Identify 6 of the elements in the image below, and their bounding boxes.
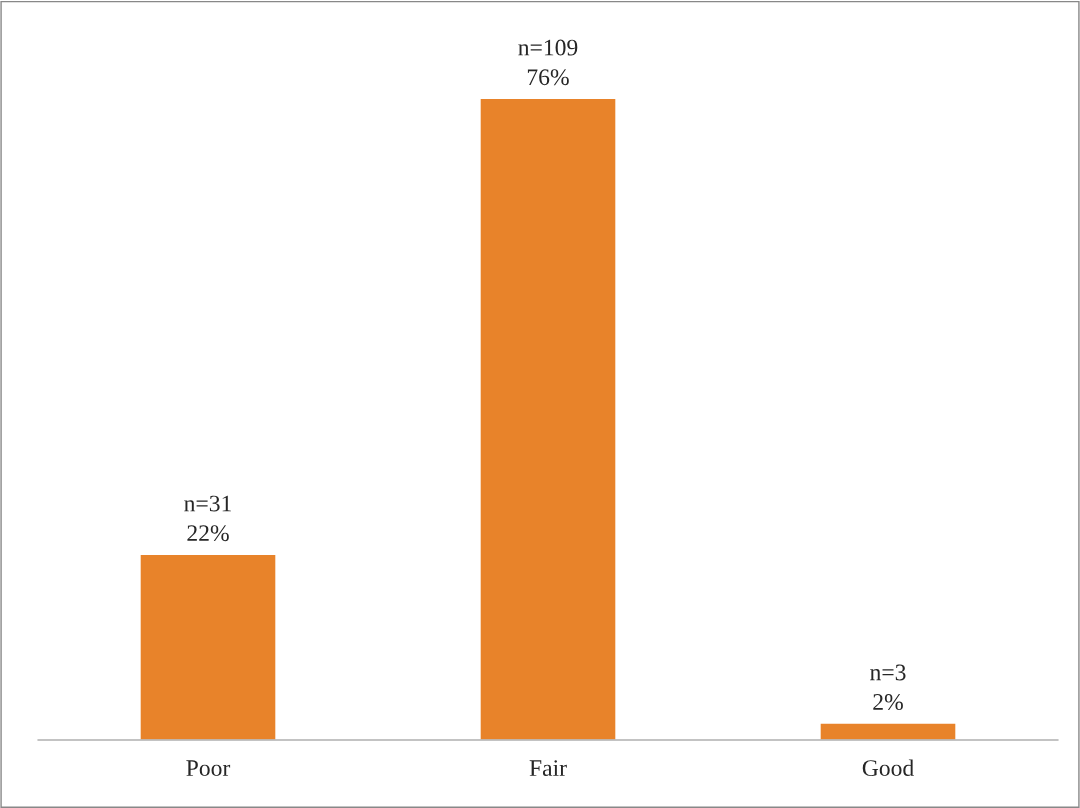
- data-label: n=109 76%: [518, 39, 578, 86]
- x-tick-label: Fair: [529, 760, 567, 777]
- data-label: n=31 22%: [184, 495, 231, 542]
- data-label: n=3 2%: [870, 664, 906, 711]
- x-tick-label: Good: [862, 759, 914, 777]
- x-tick-label: Poor: [186, 760, 231, 777]
